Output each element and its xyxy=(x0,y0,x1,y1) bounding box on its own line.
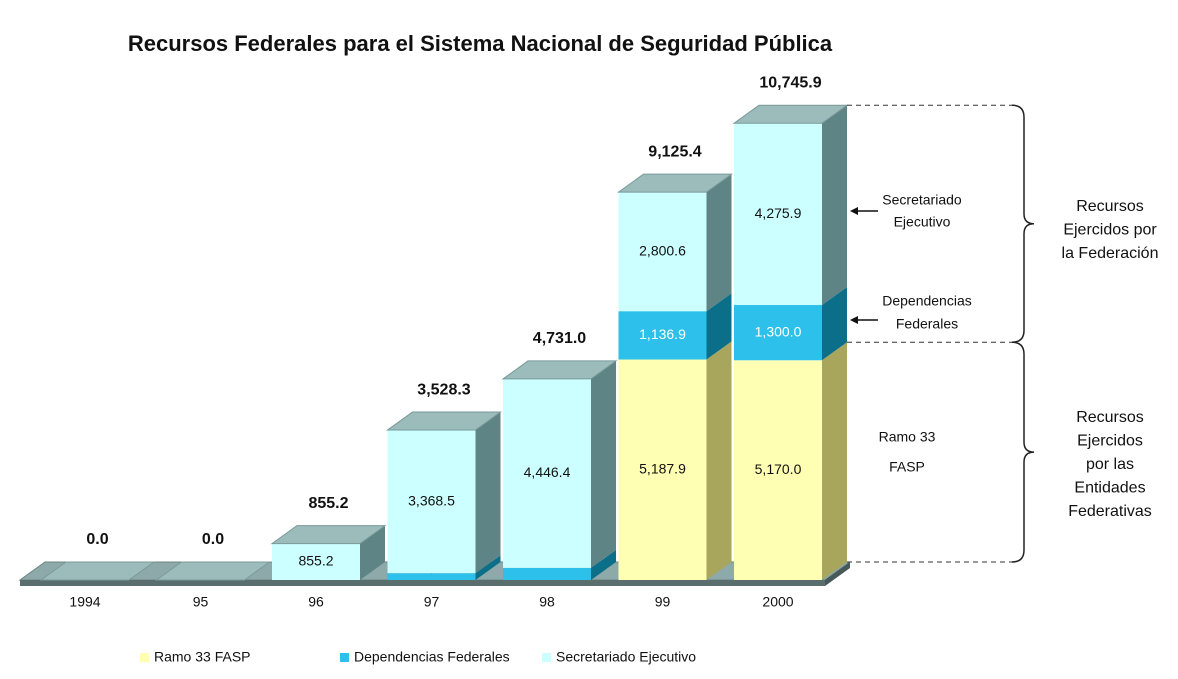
legend-swatch xyxy=(340,653,349,662)
total-label: 855.2 xyxy=(308,495,348,512)
value-label: 4,275.9 xyxy=(755,205,802,221)
total-label: 3,528.3 xyxy=(417,381,470,398)
annotation: la Federación xyxy=(1062,245,1159,262)
legend-swatch xyxy=(542,653,551,662)
bar-segment xyxy=(272,543,360,580)
x-tick-label: 97 xyxy=(424,594,440,610)
bar-side xyxy=(475,412,501,574)
bar-top xyxy=(39,561,156,581)
bar-side xyxy=(706,174,732,312)
bar-segment xyxy=(503,567,591,580)
x-tick-label: 2000 xyxy=(762,594,793,610)
bar-segment xyxy=(734,305,822,361)
total-label: 0.0 xyxy=(86,531,108,548)
value-label: 1,136.9 xyxy=(639,326,686,342)
bar-segment xyxy=(503,378,591,568)
chart-title: Recursos Federales para el Sistema Nacio… xyxy=(128,31,833,56)
legend-swatch xyxy=(140,653,149,662)
bar-side xyxy=(822,287,847,361)
value-label: 4,446.4 xyxy=(524,464,571,480)
x-tick-label: 1994 xyxy=(69,594,100,610)
bar-top xyxy=(616,173,734,193)
legend-label: Dependencias Federales xyxy=(354,649,510,665)
total-label: 4,731.0 xyxy=(533,330,586,347)
floor-side xyxy=(825,562,850,586)
bar-side xyxy=(706,293,732,360)
x-tick-label: 98 xyxy=(539,594,555,610)
value-label: 3,368.5 xyxy=(408,492,455,508)
total-label: 10,745.9 xyxy=(759,75,821,92)
bar-segment xyxy=(618,359,707,580)
legend-label: Ramo 33 FASP xyxy=(154,649,251,665)
annotation: Federativas xyxy=(1068,503,1152,520)
arrowhead xyxy=(850,207,858,215)
value-label: 5,170.0 xyxy=(755,461,802,477)
annotation: Ejecutivo xyxy=(894,214,951,230)
legend-label: Secretariado Ejecutivo xyxy=(556,649,696,665)
bar-side xyxy=(475,555,501,580)
x-tick-label: 95 xyxy=(193,594,209,610)
x-tick-label: 96 xyxy=(308,594,324,610)
brace xyxy=(1011,104,1035,344)
bar-top xyxy=(270,525,387,545)
bar-side xyxy=(706,341,732,580)
annotation: Ejercidos por xyxy=(1063,222,1157,239)
bar-top xyxy=(154,561,272,581)
arrowhead xyxy=(850,316,858,324)
total-label: 0.0 xyxy=(202,531,224,548)
bar-side xyxy=(822,342,847,580)
floor-edge xyxy=(20,580,825,586)
bar-segment xyxy=(734,360,822,580)
annotation: Recursos xyxy=(1076,198,1144,215)
total-label: 9,125.4 xyxy=(648,143,701,160)
brace xyxy=(1011,341,1035,563)
bar-side xyxy=(591,549,616,580)
value-label: 1,300.0 xyxy=(755,323,802,339)
bar-segment xyxy=(387,430,476,574)
annotation: FASP xyxy=(889,459,925,475)
bar-segment xyxy=(618,311,707,360)
value-label: 855.2 xyxy=(298,553,333,569)
annotation: Entidades xyxy=(1074,480,1145,497)
annotation: por las xyxy=(1086,456,1134,473)
value-label: 5,187.9 xyxy=(639,460,686,476)
bar-segment xyxy=(387,573,476,580)
bar-side xyxy=(822,105,847,306)
annotation: Ramo 33 xyxy=(879,429,936,445)
bar-top xyxy=(385,411,503,431)
annotation: Federales xyxy=(896,316,958,332)
annotation: Ejercidos xyxy=(1077,433,1143,450)
bar-side xyxy=(591,360,616,568)
bar-top xyxy=(501,360,618,380)
x-tick-label: 99 xyxy=(655,594,671,610)
annotation: Recursos xyxy=(1076,409,1144,426)
bar-segment xyxy=(734,123,822,306)
value-label: 2,800.6 xyxy=(639,242,686,258)
bar-segment xyxy=(618,192,707,312)
annotation: Secretariado xyxy=(882,192,962,208)
annotation: Dependencias xyxy=(882,293,972,309)
